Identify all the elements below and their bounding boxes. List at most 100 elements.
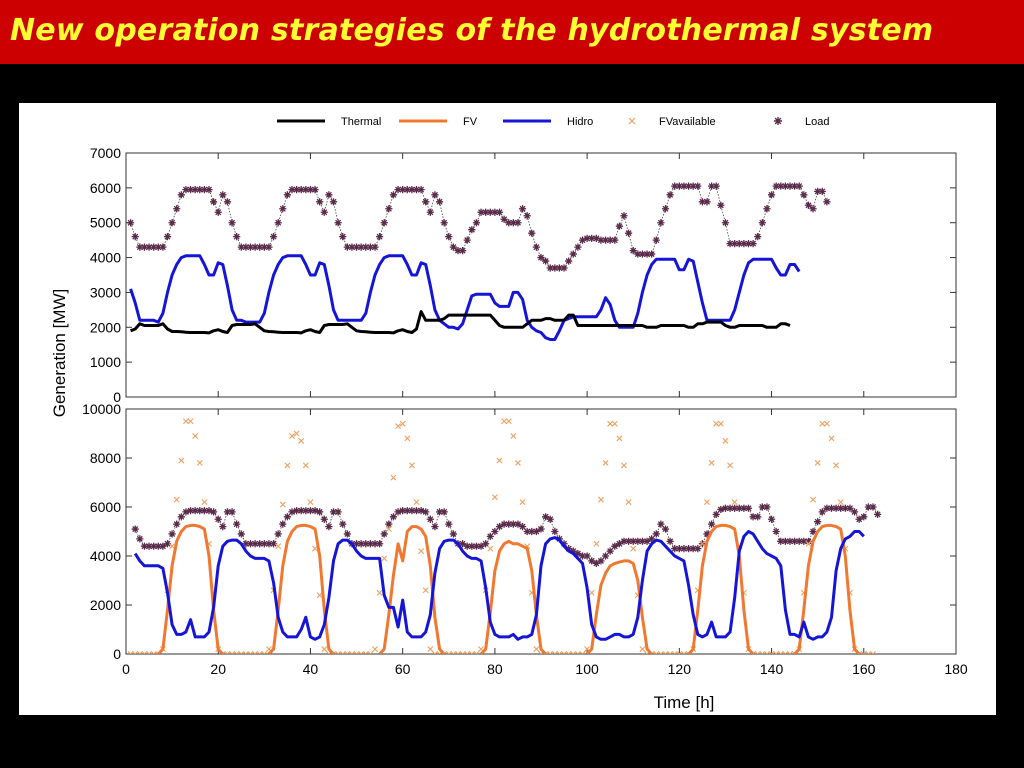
fv-available-point <box>607 420 614 427</box>
fv-available-point <box>514 459 521 466</box>
load-point <box>611 542 619 550</box>
load-point <box>306 186 315 194</box>
load-point <box>348 243 356 251</box>
legend-item-thermal: Thermal <box>277 116 381 128</box>
load-point <box>472 542 481 550</box>
load-point <box>279 205 287 213</box>
fv-available-point <box>372 646 378 653</box>
load-point <box>583 552 591 560</box>
load-point <box>463 236 471 244</box>
load-point <box>601 236 610 244</box>
load-point <box>150 542 158 550</box>
load-point <box>528 527 536 536</box>
load-point <box>163 233 172 241</box>
fv-available-point <box>473 651 480 654</box>
fv-available-point <box>233 651 240 654</box>
x-tick-label: 120 <box>668 661 692 677</box>
x-tick-label: 100 <box>575 661 599 677</box>
load-point <box>435 198 444 206</box>
load-point <box>869 503 877 511</box>
load-point <box>648 535 656 543</box>
load-point <box>657 219 665 227</box>
x-tick-label: 0 <box>122 661 130 677</box>
load-point <box>431 523 439 531</box>
fv-available-point <box>132 651 139 654</box>
legend-item-load: Load <box>774 116 829 128</box>
fv-available-point <box>252 651 259 654</box>
load-point <box>288 508 296 516</box>
load-point <box>440 508 448 516</box>
fv-available-point <box>450 651 457 654</box>
fv-available-point <box>731 499 738 506</box>
y-tick-label: 6000 <box>90 499 121 515</box>
fv-available-point <box>431 651 438 654</box>
fv-available-point <box>533 646 540 653</box>
load-point <box>763 503 771 511</box>
load-point <box>352 540 361 548</box>
load-point <box>684 545 693 553</box>
load-point <box>449 243 457 251</box>
load-point <box>717 201 725 209</box>
load-point <box>795 182 803 190</box>
fv-available-point <box>344 651 351 654</box>
fv-available-point <box>828 435 835 442</box>
load-point <box>846 504 854 512</box>
load-point <box>666 191 674 199</box>
fv-available-point <box>459 651 466 654</box>
fv-available-point <box>127 651 134 654</box>
load-point <box>154 542 162 550</box>
load-point <box>864 503 872 511</box>
load-point <box>182 508 190 516</box>
load-point <box>625 537 633 545</box>
fv-available-point <box>367 651 374 654</box>
fv-available-point <box>229 651 236 654</box>
load-point <box>643 537 651 545</box>
fv-available-point <box>680 651 687 654</box>
load-point <box>251 540 259 548</box>
fv-available-point <box>667 651 674 654</box>
load-point <box>551 264 559 272</box>
load-point <box>634 250 642 258</box>
load-point <box>302 507 310 515</box>
load-point <box>542 257 550 265</box>
load-point <box>597 236 605 244</box>
load-point <box>325 523 333 531</box>
load-point <box>574 549 582 558</box>
load-point <box>532 243 540 251</box>
fv-available-point <box>399 420 406 427</box>
fv-available-point <box>551 651 558 654</box>
load-point <box>371 243 379 251</box>
load-point <box>311 507 319 515</box>
fv-available-point <box>625 499 632 506</box>
fv-available-point <box>579 651 586 654</box>
load-point <box>731 240 739 248</box>
fv-available-point <box>597 496 604 503</box>
load-point <box>818 187 826 195</box>
load-point <box>809 205 817 213</box>
load-point <box>366 540 374 548</box>
load-point <box>376 233 384 241</box>
fv-available-point <box>293 430 300 437</box>
load-point <box>666 537 674 545</box>
load-point <box>403 186 411 194</box>
load-point <box>246 540 255 548</box>
fv-available-point <box>427 646 434 653</box>
load-point <box>445 520 453 528</box>
load-point <box>661 205 670 213</box>
load-point <box>214 208 222 216</box>
load-point <box>389 191 398 199</box>
load-point <box>777 537 785 545</box>
load-point <box>620 537 628 545</box>
fv-available-point <box>418 548 425 555</box>
fv-available-point <box>464 651 471 654</box>
load-point <box>874 510 882 518</box>
panel-bottom: 0 2000 4000 6000 8000 10000 <box>82 401 957 662</box>
fv-available-point <box>404 435 411 442</box>
fv-available-point <box>505 418 512 425</box>
load-point <box>523 212 531 220</box>
load-point <box>482 208 490 216</box>
load-point <box>565 257 573 265</box>
load-point <box>684 182 693 190</box>
load-point <box>514 219 522 227</box>
load-point <box>173 520 181 528</box>
